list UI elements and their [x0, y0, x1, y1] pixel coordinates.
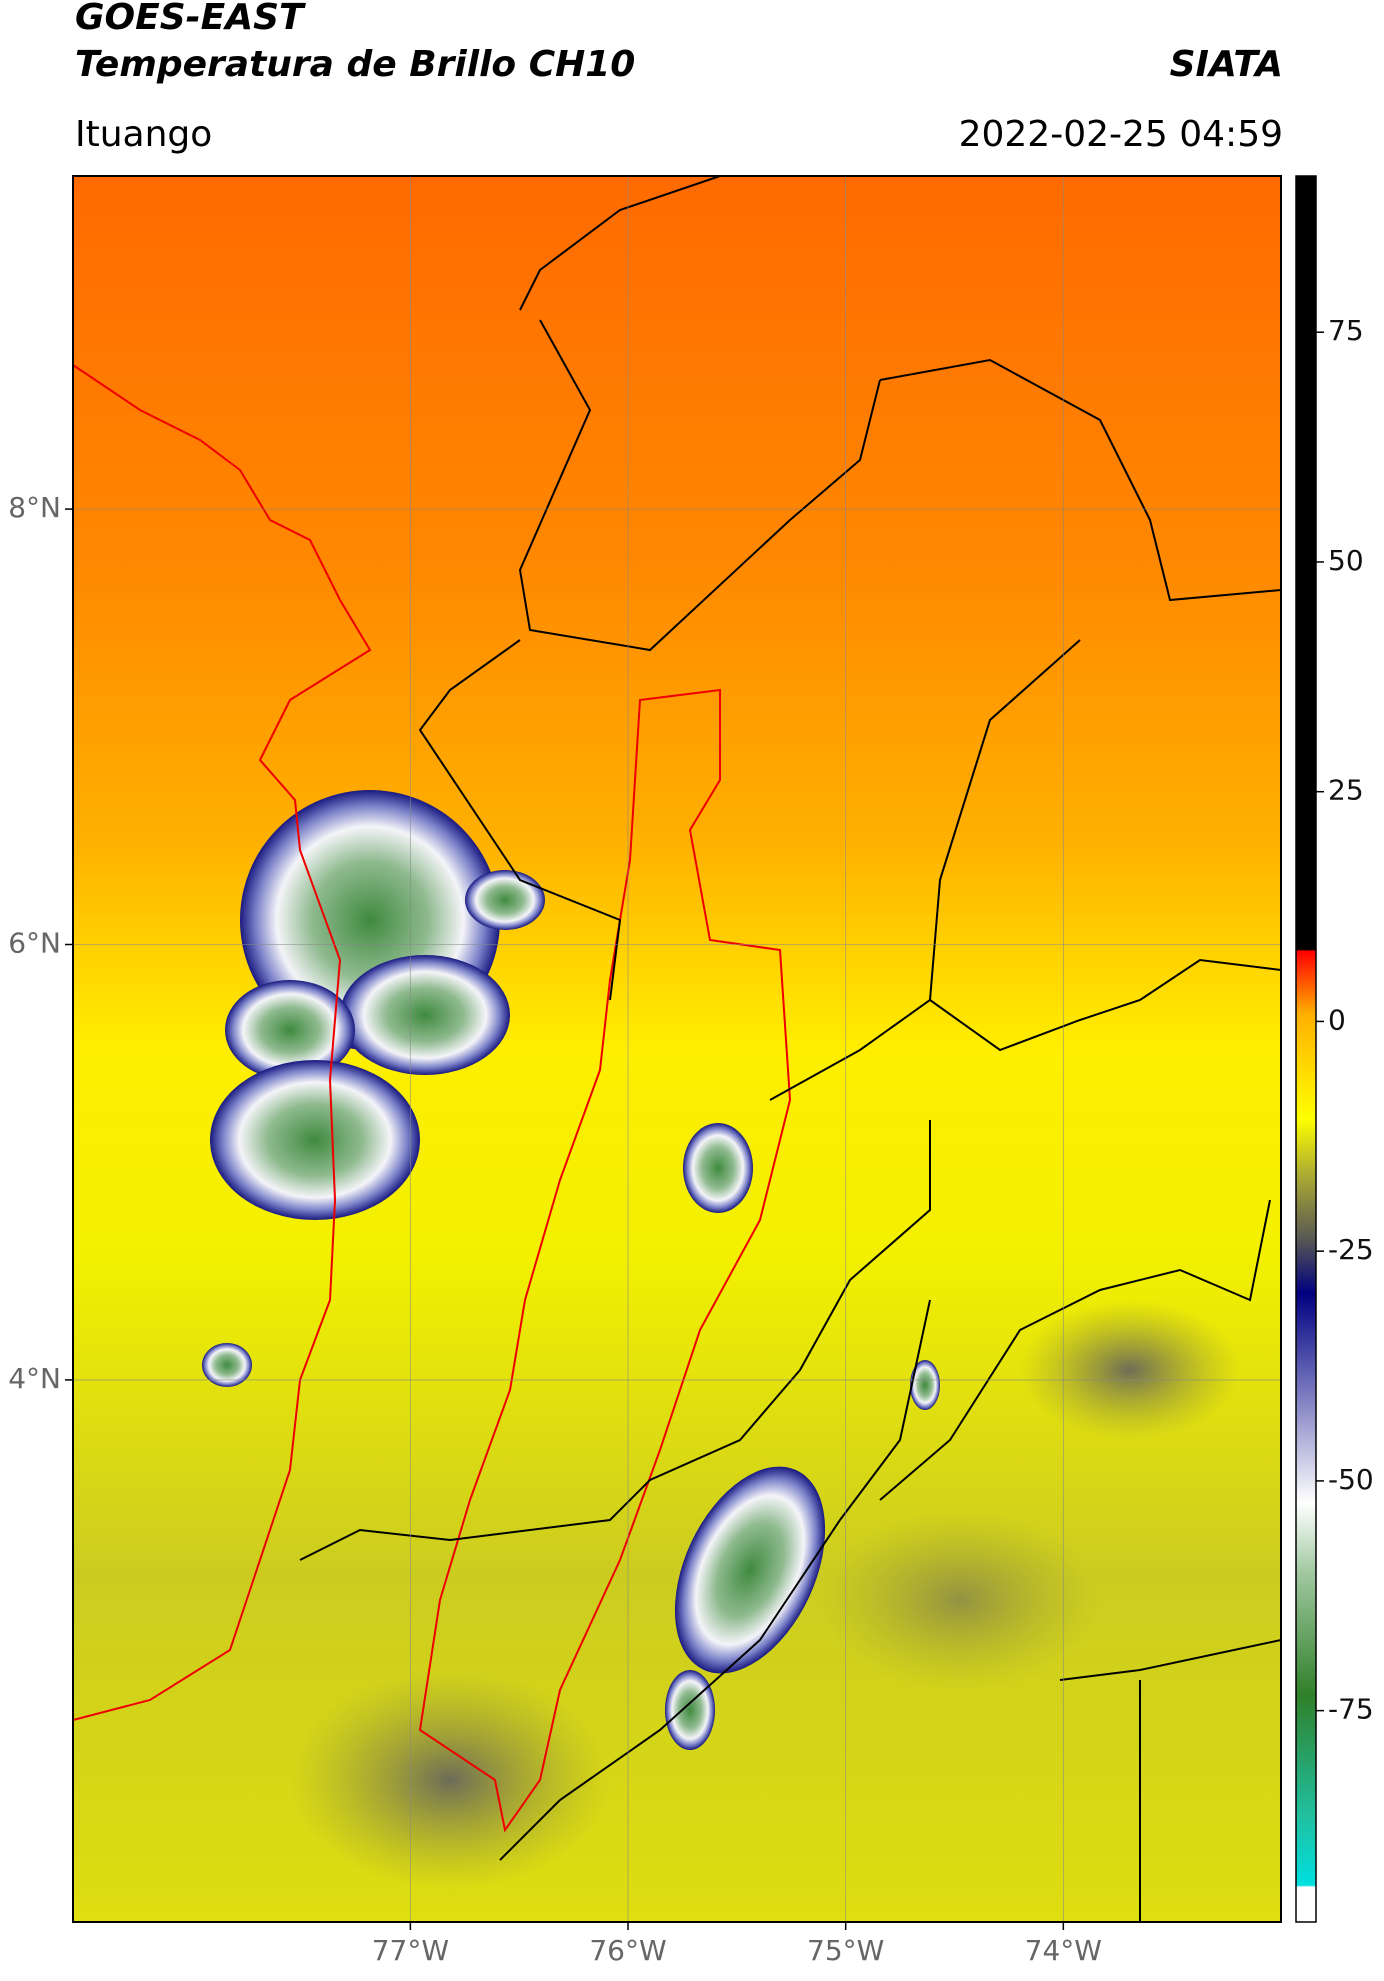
colorbar-tick-label: 0 — [1328, 1003, 1346, 1036]
cloud — [210, 1060, 420, 1220]
colorbar-tick-label: -50 — [1328, 1463, 1374, 1496]
colorbar-tick-label: 75 — [1328, 314, 1364, 347]
colorbar — [1295, 175, 1317, 1923]
source: SIATA — [1170, 44, 1283, 85]
y-tick-label: 8°N — [8, 491, 61, 524]
datetime: 2022-02-25 04:59 — [959, 114, 1283, 155]
cloud — [665, 1670, 715, 1750]
colorbar-tick-label: 50 — [1328, 544, 1364, 577]
borders — [299, 176, 1281, 1922]
y-tick-label: 4°N — [8, 1362, 61, 1395]
cloud-area — [820, 1510, 1100, 1690]
title: GOES-EAST — [75, 0, 306, 38]
x-tick-label: 77°W — [372, 1934, 449, 1967]
coastline — [73, 364, 372, 1721]
colorbar-tick-label: 25 — [1328, 774, 1364, 807]
cloud-area — [290, 1670, 610, 1890]
region: Ituango — [75, 114, 212, 155]
x-tick-label: 75°W — [807, 1934, 884, 1967]
cloud — [340, 955, 510, 1075]
cloud — [225, 980, 355, 1080]
colorbar-tick-label: -75 — [1328, 1693, 1374, 1726]
x-tick-label: 76°W — [589, 1934, 666, 1967]
cloud — [202, 1343, 252, 1387]
cloud — [683, 1123, 753, 1213]
x-tick-label: 74°W — [1025, 1934, 1102, 1967]
subtitle: Temperatura de Brillo CH10 — [75, 44, 635, 85]
cloud — [674, 1466, 826, 1674]
colorbar-tick-label: -25 — [1328, 1233, 1374, 1266]
cloud — [465, 870, 545, 930]
cloud-area — [1020, 1300, 1240, 1440]
cloud — [910, 1360, 940, 1410]
y-tick-label: 6°N — [8, 927, 61, 960]
map-frame — [72, 175, 1282, 1923]
basin-outline — [418, 688, 792, 1833]
map-image — [73, 176, 1281, 1922]
